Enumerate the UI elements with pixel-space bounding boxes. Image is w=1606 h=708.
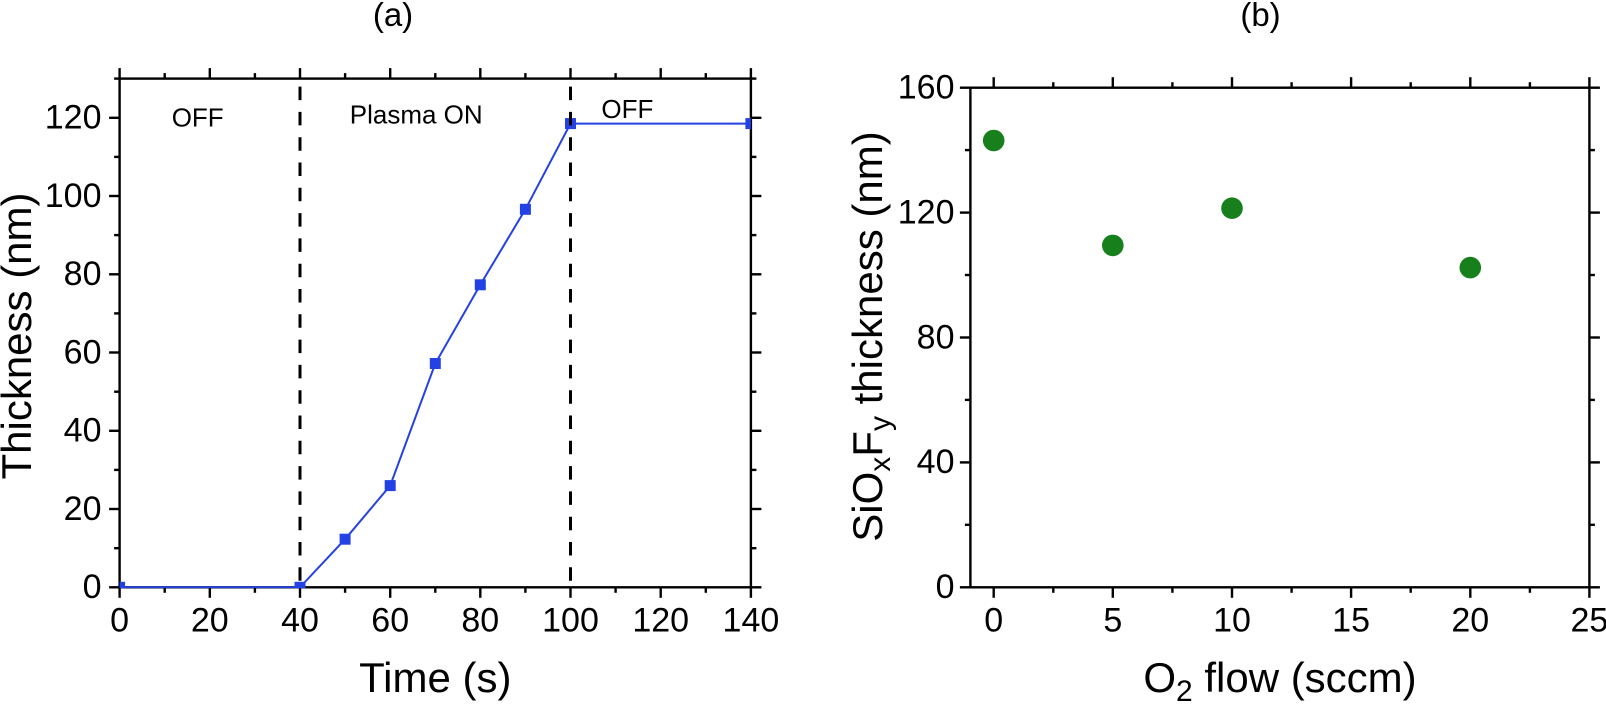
svg-text:10: 10 <box>1213 601 1251 639</box>
svg-text:0: 0 <box>83 568 102 606</box>
svg-text:Time (s): Time (s) <box>359 654 511 701</box>
svg-text:OFF: OFF <box>172 102 224 132</box>
svg-text:100: 100 <box>542 601 599 639</box>
svg-text:40: 40 <box>281 601 319 639</box>
svg-text:0: 0 <box>936 568 955 606</box>
svg-text:80: 80 <box>917 318 955 356</box>
svg-text:(b): (b) <box>1240 0 1280 33</box>
svg-text:15: 15 <box>1332 601 1370 639</box>
svg-text:140: 140 <box>723 601 780 639</box>
svg-text:160: 160 <box>898 69 955 107</box>
svg-text:20: 20 <box>1451 601 1489 639</box>
svg-text:Plasma ON: Plasma ON <box>350 100 483 130</box>
svg-text:80: 80 <box>64 255 102 293</box>
svg-text:120: 120 <box>632 601 689 639</box>
svg-text:40: 40 <box>64 412 102 450</box>
svg-text:0: 0 <box>110 601 129 639</box>
svg-text:60: 60 <box>371 601 409 639</box>
svg-text:(a): (a) <box>373 0 413 33</box>
svg-text:20: 20 <box>191 601 229 639</box>
svg-text:5: 5 <box>1103 601 1122 639</box>
svg-text:SiOxFy thickness (nm): SiOxFy thickness (nm) <box>844 131 897 541</box>
svg-text:120: 120 <box>45 99 102 137</box>
svg-text:80: 80 <box>461 601 499 639</box>
svg-text:OFF: OFF <box>601 94 653 124</box>
svg-text:60: 60 <box>64 333 102 371</box>
svg-text:40: 40 <box>917 443 955 481</box>
svg-text:100: 100 <box>45 177 102 215</box>
svg-text:Thickness (nm): Thickness (nm) <box>0 192 40 479</box>
svg-text:20: 20 <box>64 490 102 528</box>
svg-text:0: 0 <box>984 601 1003 639</box>
svg-text:120: 120 <box>898 193 955 231</box>
svg-text:25: 25 <box>1570 601 1606 639</box>
